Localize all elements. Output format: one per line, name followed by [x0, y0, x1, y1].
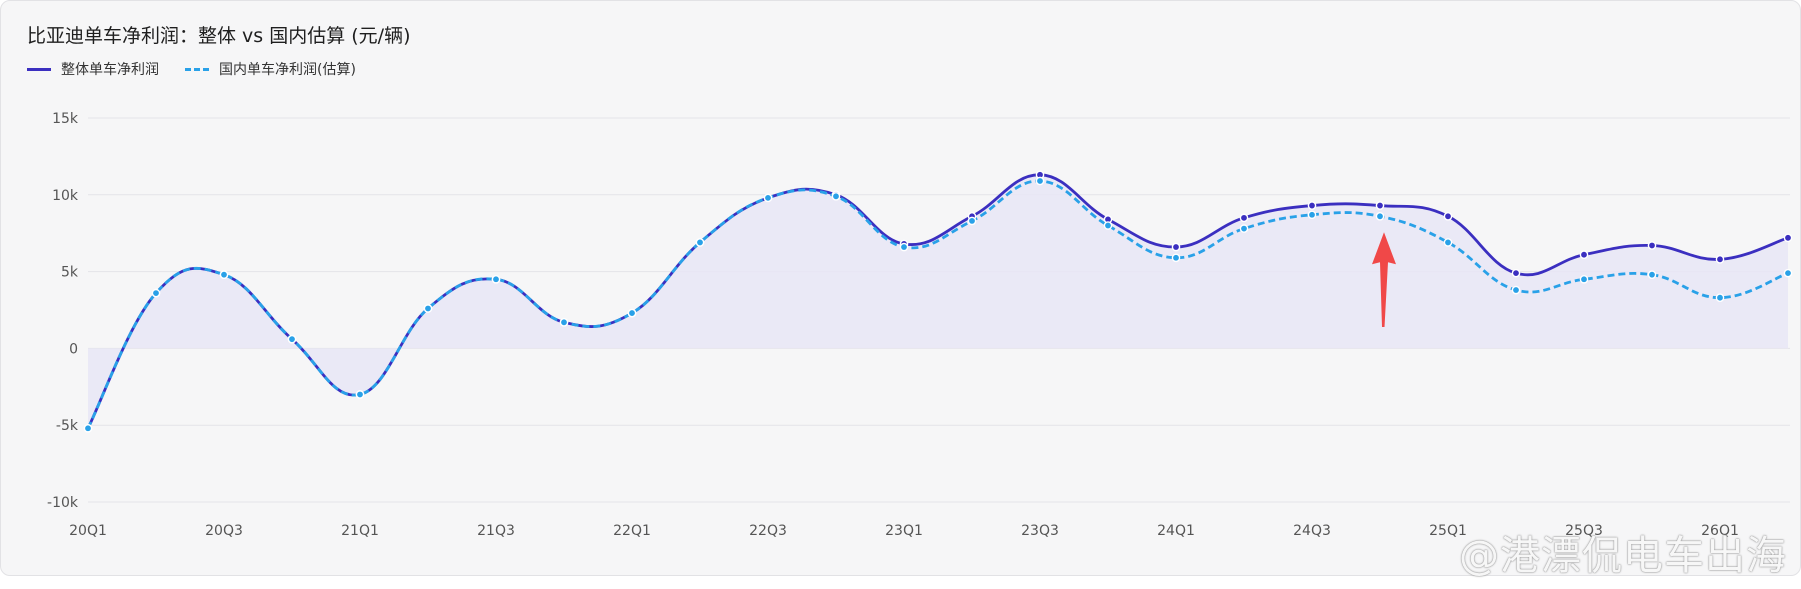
point-domestic[interactable]	[831, 192, 841, 201]
point-overall[interactable]	[1579, 250, 1589, 260]
x-tick-label: 23Q1	[885, 523, 923, 539]
legend-swatch-overall	[27, 67, 51, 71]
y-tick-label: -5k	[56, 418, 79, 434]
point-domestic[interactable]	[1783, 268, 1793, 278]
x-tick-label: 24Q1	[1157, 523, 1195, 539]
point-domestic[interactable]	[1647, 270, 1657, 279]
point-domestic[interactable]	[1443, 238, 1453, 247]
x-tick-label: 25Q3	[1565, 523, 1603, 539]
point-domestic[interactable]	[627, 308, 637, 318]
x-tick-label: 24Q3	[1293, 523, 1331, 539]
point-overall[interactable]	[1715, 255, 1725, 264]
x-tick-label: 25Q1	[1429, 523, 1467, 539]
point-domestic[interactable]	[1239, 224, 1249, 233]
point-domestic[interactable]	[1715, 293, 1725, 303]
point-domestic[interactable]	[695, 238, 705, 247]
legend-item-overall[interactable]: 整体单车净利润	[27, 59, 159, 79]
point-domestic[interactable]	[1171, 253, 1181, 263]
legend-label-overall: 整体单车净利润	[61, 62, 159, 78]
x-tick-label: 20Q3	[205, 523, 243, 539]
point-overall[interactable]	[1443, 212, 1453, 221]
y-tick-label: -10k	[47, 495, 79, 511]
point-domestic[interactable]	[1375, 212, 1385, 221]
point-overall[interactable]	[1511, 268, 1521, 278]
x-tick-label: 21Q3	[477, 523, 515, 539]
legend-label-domestic: 国内单车净利润(估算)	[219, 62, 356, 78]
area-fill-overall	[88, 174, 1788, 429]
point-domestic[interactable]	[1307, 210, 1317, 220]
point-domestic[interactable]	[763, 193, 773, 203]
point-overall[interactable]	[1647, 241, 1657, 250]
point-domestic[interactable]	[491, 274, 501, 284]
point-overall[interactable]	[1171, 242, 1181, 252]
point-domestic[interactable]	[899, 242, 909, 252]
annotation-arrow	[1372, 232, 1396, 327]
legend-swatch-domestic	[185, 67, 209, 71]
y-tick-label: 10k	[52, 188, 79, 204]
y-tick-label: 5k	[61, 265, 79, 281]
y-tick-label: 15k	[52, 111, 79, 127]
x-tick-label: 20Q1	[69, 523, 107, 539]
point-domestic[interactable]	[355, 390, 365, 399]
point-overall[interactable]	[1307, 201, 1317, 210]
point-domestic[interactable]	[83, 423, 93, 433]
point-domestic[interactable]	[151, 288, 161, 298]
chart-title: 比亚迪单车净利润：整体 vs 国内估算 (元/辆)	[27, 25, 411, 47]
x-tick-label: 22Q1	[613, 523, 651, 539]
y-tick-label: 0	[69, 341, 78, 357]
x-tick-label: 22Q3	[749, 523, 787, 539]
watermark: @港漂侃电车出海	[1459, 533, 1787, 579]
legend-item-domestic[interactable]: 国内单车净利润(估算)	[185, 59, 356, 79]
point-domestic[interactable]	[1035, 176, 1045, 186]
point-domestic[interactable]	[1579, 274, 1589, 284]
point-domestic[interactable]	[219, 270, 229, 279]
point-overall[interactable]	[1783, 233, 1793, 243]
point-domestic[interactable]	[423, 304, 433, 313]
x-tick-label: 26Q1	[1701, 523, 1739, 539]
point-domestic[interactable]	[967, 216, 977, 226]
point-domestic[interactable]	[1511, 285, 1521, 295]
x-tick-label: 21Q1	[341, 523, 379, 539]
point-overall[interactable]	[1375, 201, 1385, 210]
point-domestic[interactable]	[287, 334, 297, 344]
point-domestic[interactable]	[559, 317, 569, 327]
chart-legend: 整体单车净利润 国内单车净利润(估算)	[27, 59, 382, 79]
point-domestic[interactable]	[1103, 221, 1113, 230]
x-tick-label: 23Q3	[1021, 523, 1059, 539]
point-overall[interactable]	[1239, 213, 1249, 223]
